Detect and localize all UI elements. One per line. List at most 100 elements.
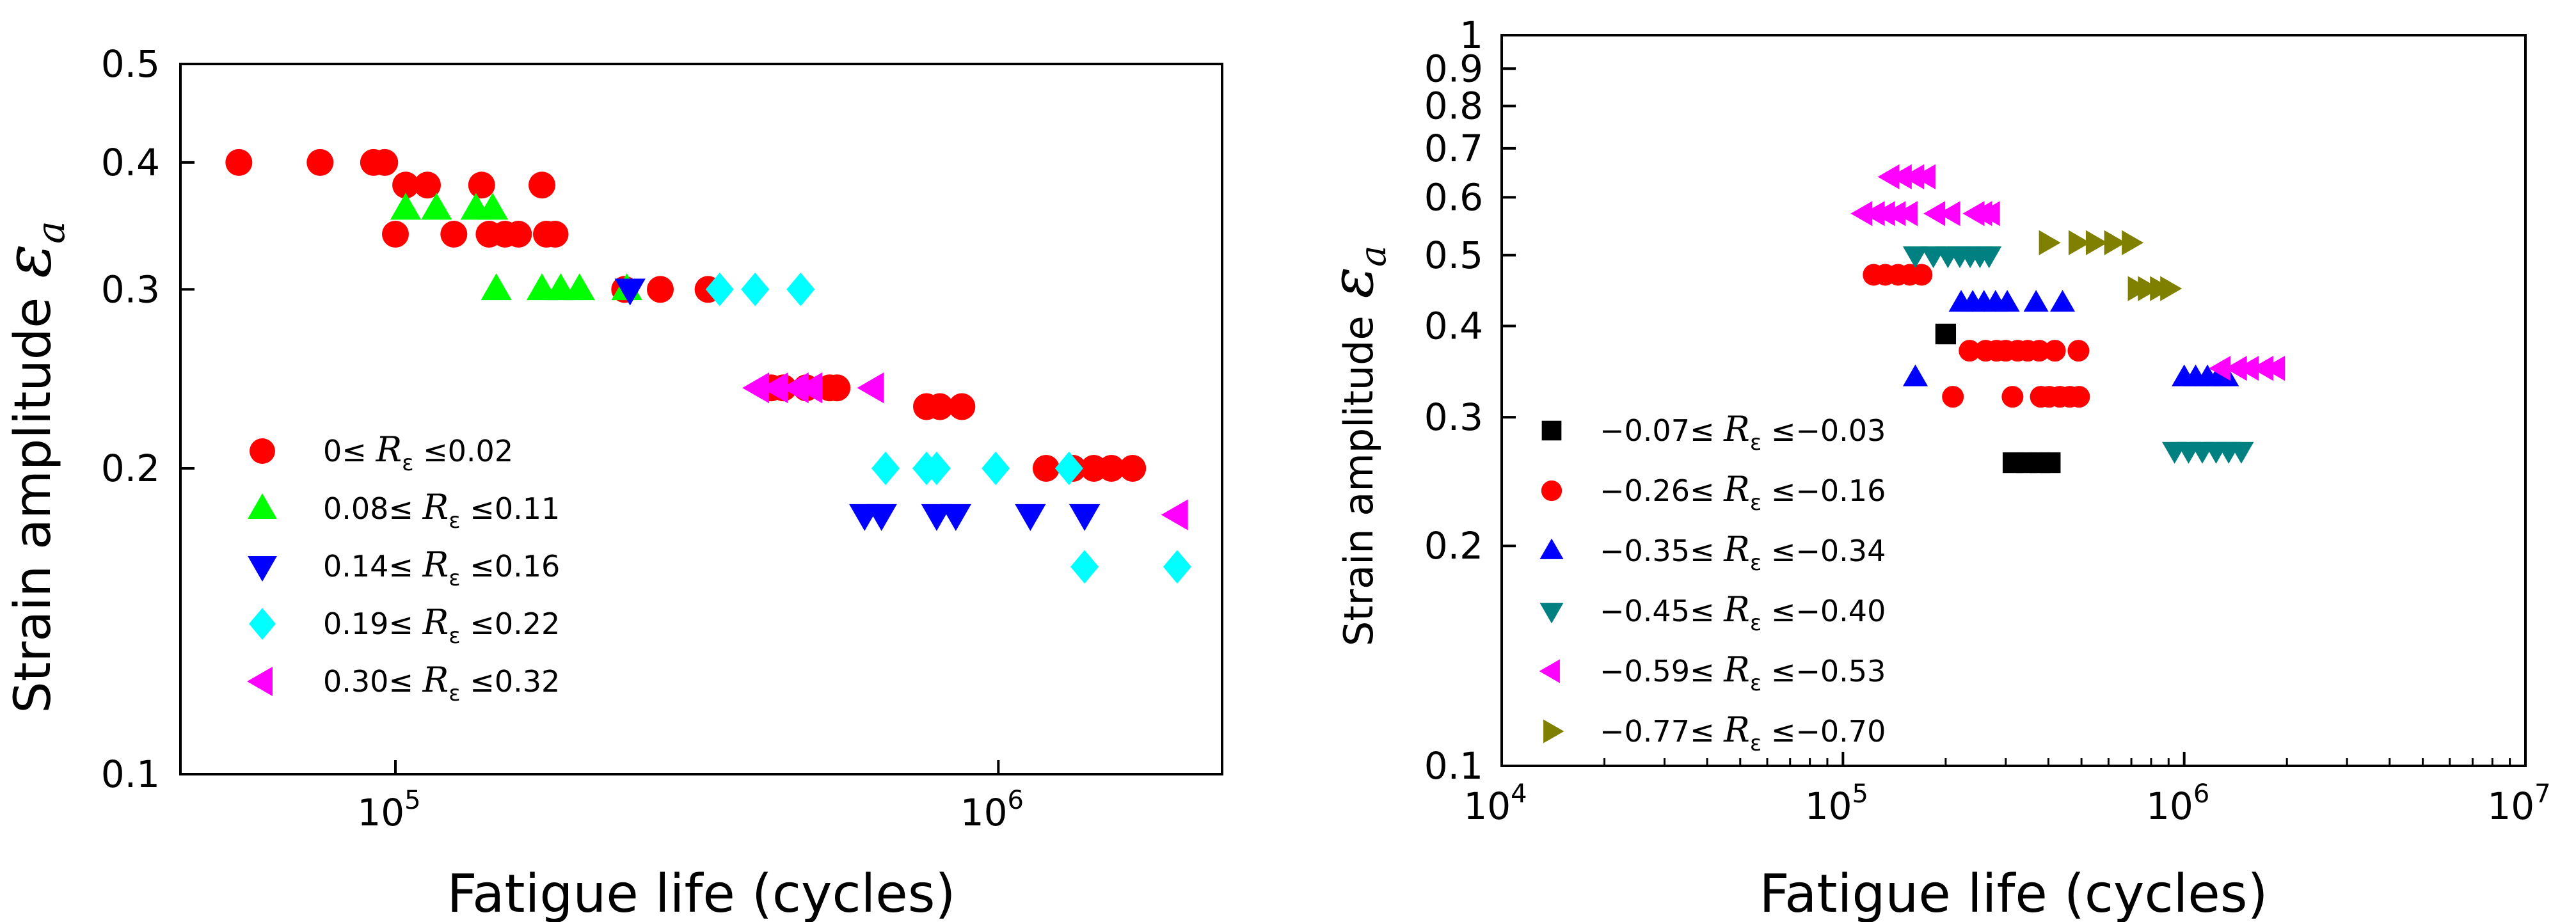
data-point: [866, 504, 897, 531]
data-point: [646, 276, 674, 303]
legend-label: −0.77≤ Rε ≤−0.70: [1600, 710, 1886, 756]
legend-marker: [1539, 538, 1564, 559]
data-point: [2068, 230, 2090, 255]
right-y-ticks: 0.1 0.2 0.3 0.4 0.5 0.6 0.70.80.91: [1424, 13, 1516, 788]
data-point: [1119, 454, 1147, 482]
left-x-ticks: 105 106: [357, 760, 1024, 834]
left-chart: 0.1 0.2 0.3 0.4 0.5 105 106 Fatigue life (cyc…: [0, 42, 1223, 922]
legend-entry: 0≤ Rε ≤0.02: [250, 429, 513, 476]
data-point: [564, 273, 595, 301]
legend-entry: −0.07≤ Rε ≤−0.03: [1541, 409, 1886, 456]
series-4-triangle-left: [1850, 164, 2286, 381]
data-point: [440, 220, 468, 248]
data-point: [2039, 230, 2061, 255]
right-y-axis-subscript: a: [1353, 246, 1394, 267]
legend-marker: [1539, 603, 1564, 624]
y-tick-label: 0.4: [101, 141, 160, 184]
data-point: [614, 278, 646, 306]
data-point: [1161, 499, 1188, 530]
left-y-axis-epsilon: ε: [0, 244, 65, 278]
data-point: [857, 372, 884, 404]
legend-entry: −0.26≤ Rε ≤−0.16: [1541, 469, 1886, 516]
data-point: [2044, 340, 2066, 362]
x-tick-label: 107: [2487, 779, 2550, 828]
data-point: [741, 273, 770, 306]
legend-marker: [250, 438, 275, 464]
legend-entry: 0.30≤ Rε ≤0.32: [247, 660, 560, 706]
legend-label: −0.35≤ Rε ≤−0.34: [1600, 529, 1886, 576]
data-point: [1976, 246, 2002, 269]
legend-label: 0.08≤ Rε ≤0.11: [323, 487, 560, 534]
right-y-axis-epsilon: ε: [1318, 267, 1387, 298]
y-tick-label: 0.3: [101, 267, 160, 311]
data-point: [1923, 201, 1946, 227]
data-point: [2251, 356, 2273, 381]
series-2-triangle-up: [1902, 290, 2239, 386]
right-x-axis-label: Fatigue life (cycles): [1760, 864, 2268, 922]
data-point: [1994, 290, 2020, 312]
y-tick-label: 1: [1459, 13, 1483, 57]
data-point: [1942, 386, 1964, 408]
data-point: [2104, 230, 2126, 255]
data-point: [2237, 356, 2259, 381]
data-point: [1978, 201, 2000, 227]
left-y-ticks: 0.1 0.2 0.3 0.4 0.5: [101, 42, 195, 796]
data-point: [1959, 340, 1981, 362]
legend-marker: [248, 556, 277, 582]
data-point: [2122, 230, 2144, 255]
data-point: [1032, 454, 1060, 482]
right-chart: 0.10.20.30.40.50.60.70.80.91 104 105 106 10…: [1318, 13, 2551, 922]
data-point: [381, 220, 409, 248]
data-point: [306, 148, 334, 176]
left-plot-frame: [179, 63, 1223, 775]
legend-marker: [248, 493, 277, 519]
legend-marker: [247, 667, 273, 696]
data-point: [795, 372, 823, 404]
data-point: [1054, 451, 1083, 486]
data-point: [2225, 356, 2247, 381]
data-point: [1938, 201, 1960, 227]
left-y-axis-label-text: Strain amplitude: [4, 298, 62, 713]
x-tick-label: 106: [960, 786, 1024, 834]
data-point: [1902, 364, 1928, 386]
y-tick-label: 0.3: [1424, 395, 1483, 439]
data-point: [2049, 290, 2076, 312]
data-point: [2040, 452, 2061, 473]
data-point: [2001, 386, 2024, 408]
x-tick-label: 104: [1463, 779, 1527, 828]
data-point: [2263, 356, 2286, 381]
left-y-axis-label: Strain amplitude εa: [0, 221, 74, 713]
data-point: [2028, 340, 2051, 362]
right-y-axis-label: Strain amplitude: [1335, 315, 1382, 646]
y-tick-label: 0.7: [1424, 127, 1483, 170]
left-y-axis-subscript: a: [29, 221, 74, 244]
data-point: [1935, 323, 1957, 345]
legend-label: −0.07≤ Rε ≤−0.03: [1600, 409, 1886, 456]
data-point: [1884, 201, 1906, 227]
right-x-ticks: 104 105 106 107: [1463, 752, 2551, 828]
data-point: [2209, 356, 2231, 381]
legend-marker: [1541, 420, 1562, 441]
legend-marker: [1543, 719, 1564, 743]
data-point: [1098, 454, 1125, 482]
x-tick-label: 106: [2146, 779, 2209, 828]
legend-entry: 0.14≤ Rε ≤0.16: [248, 544, 560, 591]
data-point: [948, 393, 976, 420]
data-point: [481, 273, 512, 301]
data-point: [371, 148, 399, 176]
legend-label: −0.26≤ Rε ≤−0.16: [1600, 469, 1886, 516]
data-point: [940, 504, 971, 531]
data-point: [1163, 550, 1191, 584]
legend-entry: −0.45≤ Rε ≤−0.40: [1539, 589, 1886, 636]
data-point: [2067, 340, 2090, 362]
data-point: [421, 193, 452, 220]
left-x-axis-label: Fatigue life (cycles): [447, 864, 956, 922]
data-point: [871, 451, 900, 486]
data-point: [1889, 164, 1912, 189]
y-tick-label: 0.8: [1424, 84, 1483, 128]
legend-marker: [1541, 480, 1562, 502]
y-tick-label: 0.2: [1424, 524, 1483, 568]
data-point: [2068, 386, 2090, 408]
data-point: [823, 374, 851, 402]
